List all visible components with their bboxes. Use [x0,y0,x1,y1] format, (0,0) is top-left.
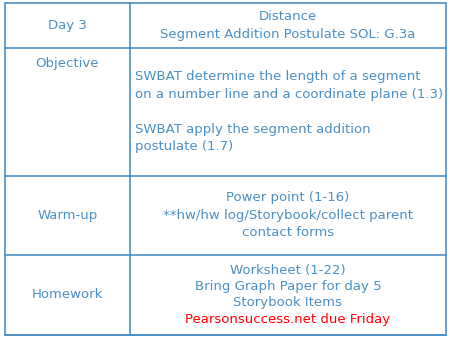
Text: Storybook Items: Storybook Items [234,296,342,310]
Text: Warm-up: Warm-up [37,209,98,222]
Text: Worksheet (1-22): Worksheet (1-22) [230,264,346,277]
Text: Pearsonsuccess.net due Friday: Pearsonsuccess.net due Friday [185,313,391,326]
Text: SWBAT determine the length of a segment
on a number line and a coordinate plane : SWBAT determine the length of a segment … [135,70,443,153]
Text: Day 3: Day 3 [48,19,87,32]
Text: Distance
Segment Addition Postulate SOL: G.3a: Distance Segment Addition Postulate SOL:… [160,10,415,41]
Text: Power point (1-16)
**hw/hw log/Storybook/collect parent
contact forms: Power point (1-16) **hw/hw log/Storybook… [163,191,413,239]
Text: Homework: Homework [32,288,103,301]
Text: Bring Graph Paper for day 5: Bring Graph Paper for day 5 [194,280,381,293]
Text: Objective: Objective [36,56,99,70]
